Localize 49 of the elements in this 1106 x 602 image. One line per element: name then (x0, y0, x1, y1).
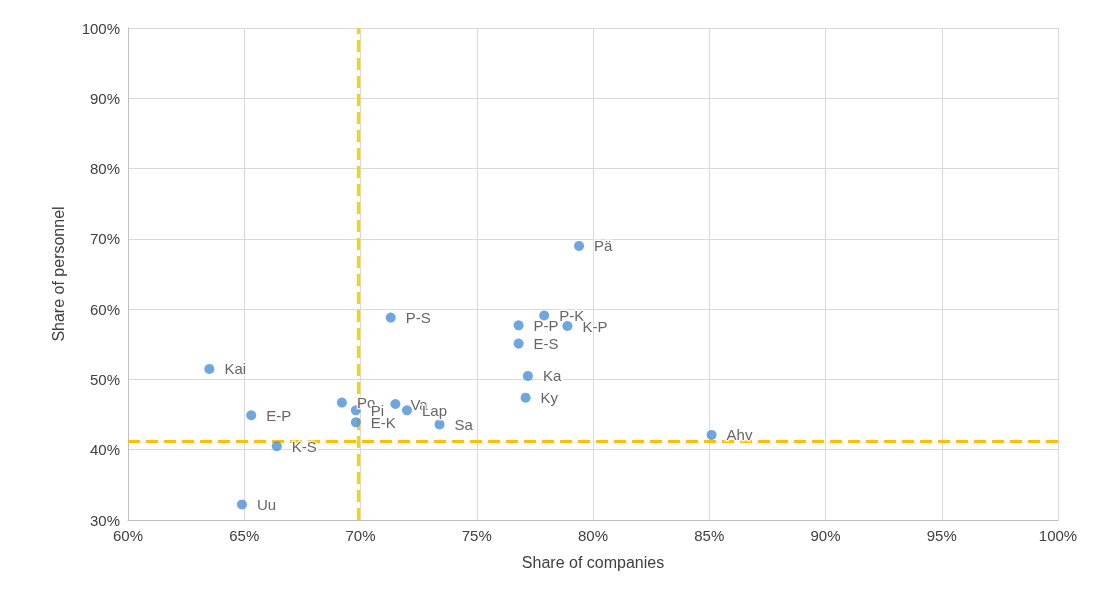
series-label: P-K (559, 306, 585, 324)
y-tick-label: 90% (89, 89, 120, 107)
point (706, 429, 717, 440)
series-label: E-S (533, 335, 559, 353)
point (522, 370, 533, 381)
point (402, 405, 412, 416)
y-tick-label: 40% (89, 441, 120, 459)
series-label: P-S (405, 309, 431, 327)
point (336, 397, 347, 408)
x-tick-label: 100% (1038, 527, 1078, 544)
point (236, 499, 247, 510)
x-tick-label: 80% (577, 527, 609, 544)
point (513, 320, 524, 331)
series-label: Kai (224, 360, 247, 378)
x-tick-label: 90% (810, 527, 841, 544)
x-tick-label: 70% (345, 527, 376, 544)
y-tick-label: 60% (89, 300, 120, 318)
series-label: P-P (533, 316, 559, 334)
y-tick-label: 50% (89, 370, 120, 388)
x-tick-label: 75% (461, 527, 492, 544)
series-label: Pä (594, 237, 614, 255)
series-label: Ky (540, 389, 559, 407)
y-tick-label: 30% (89, 511, 120, 529)
point (246, 410, 257, 421)
y-tick-label: 100% (81, 19, 120, 37)
series-label: Uu (256, 496, 277, 514)
series-label: Ahv (726, 426, 753, 444)
series-label: K-S (291, 437, 317, 455)
point (539, 310, 550, 321)
y-tick-label: 80% (89, 160, 120, 178)
x-tick-label: 60% (112, 527, 144, 544)
point (390, 399, 401, 410)
x-tick-label: 85% (694, 527, 725, 544)
point (385, 312, 396, 323)
series-label: Sa (454, 415, 474, 433)
x-tick-label: 95% (926, 527, 957, 544)
point (574, 240, 585, 251)
point (520, 392, 531, 403)
point (513, 338, 524, 349)
series-label: Ka (542, 367, 562, 385)
x-tick-label: 65% (229, 527, 260, 544)
point (204, 363, 215, 374)
point (271, 441, 282, 452)
point (562, 321, 573, 332)
series-label: E-P (266, 406, 292, 424)
point (350, 417, 361, 428)
y-axis-title: Share of personnel (49, 206, 67, 342)
x-axis-title: Share of companies (521, 553, 665, 571)
y-tick-label: 70% (89, 230, 120, 248)
